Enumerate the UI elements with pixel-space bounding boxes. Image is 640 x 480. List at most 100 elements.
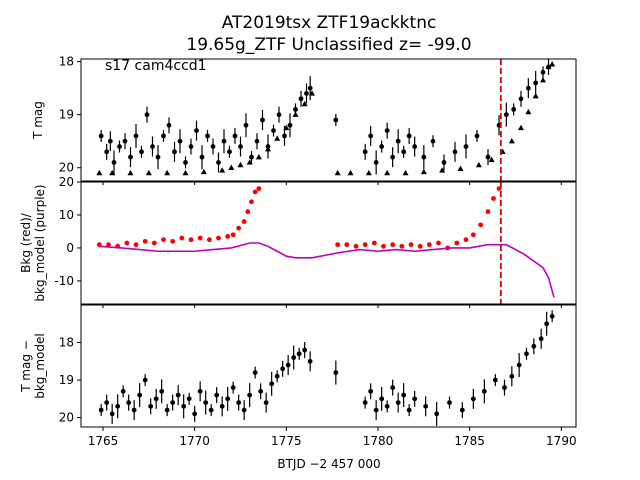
data-point xyxy=(126,400,132,405)
data-point xyxy=(463,237,469,243)
data-point xyxy=(524,351,529,357)
data-point xyxy=(390,242,396,248)
data-point xyxy=(247,392,253,398)
data-point xyxy=(161,237,166,243)
plot-area xyxy=(96,59,556,176)
data-point xyxy=(177,138,183,144)
data-point xyxy=(333,370,339,375)
data-point xyxy=(197,388,203,394)
data-point-triangle xyxy=(488,156,495,162)
data-point xyxy=(454,240,460,246)
y-tick-label: 18 xyxy=(59,336,74,350)
x-tick-label: 1770 xyxy=(179,434,210,448)
data-point xyxy=(381,243,386,249)
data-point xyxy=(122,138,128,144)
data-point xyxy=(170,400,176,405)
data-point xyxy=(159,388,165,394)
data-point-triangle xyxy=(237,161,244,168)
data-point xyxy=(188,237,194,243)
data-point xyxy=(192,411,198,417)
y-tick-label: 10 xyxy=(59,208,74,222)
data-point xyxy=(104,149,110,155)
data-point xyxy=(470,396,476,402)
data-point xyxy=(417,243,423,249)
data-point xyxy=(155,154,161,160)
data-point xyxy=(186,396,192,402)
data-point xyxy=(344,242,350,248)
data-point xyxy=(252,189,258,195)
data-point xyxy=(538,336,544,342)
data-point xyxy=(236,400,242,405)
data-point-triangle xyxy=(384,169,391,176)
data-point xyxy=(111,160,117,165)
data-point-triangle xyxy=(109,169,116,176)
y-axis-label: Bkg (red)/ xyxy=(19,212,33,273)
data-point xyxy=(106,242,111,248)
data-point xyxy=(406,133,412,139)
data-point xyxy=(230,232,236,238)
y-axis-label: bkg_model (purple) xyxy=(33,184,47,301)
data-point-triangle xyxy=(219,167,226,173)
panel-frame xyxy=(80,181,577,305)
data-point xyxy=(241,407,247,413)
data-point xyxy=(549,313,555,319)
data-point xyxy=(426,242,432,248)
data-point xyxy=(276,112,282,118)
data-point xyxy=(115,403,121,409)
data-point xyxy=(509,373,515,379)
data-point xyxy=(131,407,137,413)
data-point xyxy=(502,385,507,390)
data-point xyxy=(137,392,143,398)
data-point xyxy=(120,388,126,394)
data-point-triangle xyxy=(265,145,271,152)
data-point xyxy=(133,242,139,248)
data-point xyxy=(216,235,221,241)
data-point xyxy=(302,347,308,353)
data-point xyxy=(274,373,280,379)
data-point xyxy=(379,144,385,149)
plot-area xyxy=(98,310,555,426)
data-point xyxy=(109,411,115,417)
data-point-triangle xyxy=(518,124,524,131)
data-point xyxy=(459,407,465,413)
y-tick-label: 20 xyxy=(59,175,74,189)
data-point xyxy=(540,69,546,75)
data-point xyxy=(203,400,209,405)
y-axis-label: T mag − xyxy=(19,340,33,393)
data-point-triangle xyxy=(439,167,446,173)
x-tick-label: 1780 xyxy=(363,434,394,448)
data-point-triangle xyxy=(255,153,262,160)
data-point xyxy=(179,235,185,241)
data-point-triangle xyxy=(508,138,515,144)
y-tick-label: 20 xyxy=(59,411,74,425)
data-point-triangle xyxy=(200,168,207,175)
data-point xyxy=(395,138,401,144)
data-point xyxy=(373,407,379,413)
data-point xyxy=(144,112,150,118)
y-tick-label: 19 xyxy=(59,108,74,122)
data-point xyxy=(139,149,144,155)
data-point xyxy=(371,240,377,246)
data-point xyxy=(406,407,412,413)
data-point xyxy=(164,407,170,413)
data-point xyxy=(249,154,254,160)
x-tick-label: 1775 xyxy=(271,434,302,448)
plot-area xyxy=(96,186,555,298)
data-point xyxy=(128,154,133,160)
sector-annotation: s17 cam4ccd1 xyxy=(105,58,207,74)
data-point xyxy=(395,400,401,405)
data-point xyxy=(104,400,110,405)
data-point xyxy=(368,133,374,139)
data-point xyxy=(441,160,447,165)
data-point xyxy=(282,133,287,139)
data-point xyxy=(485,154,491,160)
data-point xyxy=(293,106,298,112)
data-point xyxy=(287,122,293,128)
data-point xyxy=(249,199,254,205)
data-point xyxy=(298,96,304,102)
data-point xyxy=(307,358,313,364)
data-point xyxy=(492,377,498,383)
data-point xyxy=(447,400,452,405)
data-point xyxy=(166,122,172,128)
data-point xyxy=(511,106,517,112)
